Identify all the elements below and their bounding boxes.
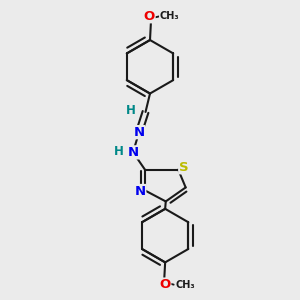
Text: N: N: [128, 146, 139, 159]
Text: N: N: [134, 126, 145, 139]
Text: H: H: [126, 104, 136, 117]
Text: O: O: [144, 10, 155, 23]
Text: S: S: [179, 161, 188, 174]
Text: O: O: [160, 278, 171, 291]
Text: CH₃: CH₃: [160, 11, 179, 21]
Text: H: H: [114, 145, 124, 158]
Text: CH₃: CH₃: [175, 280, 195, 290]
Text: N: N: [135, 184, 146, 197]
